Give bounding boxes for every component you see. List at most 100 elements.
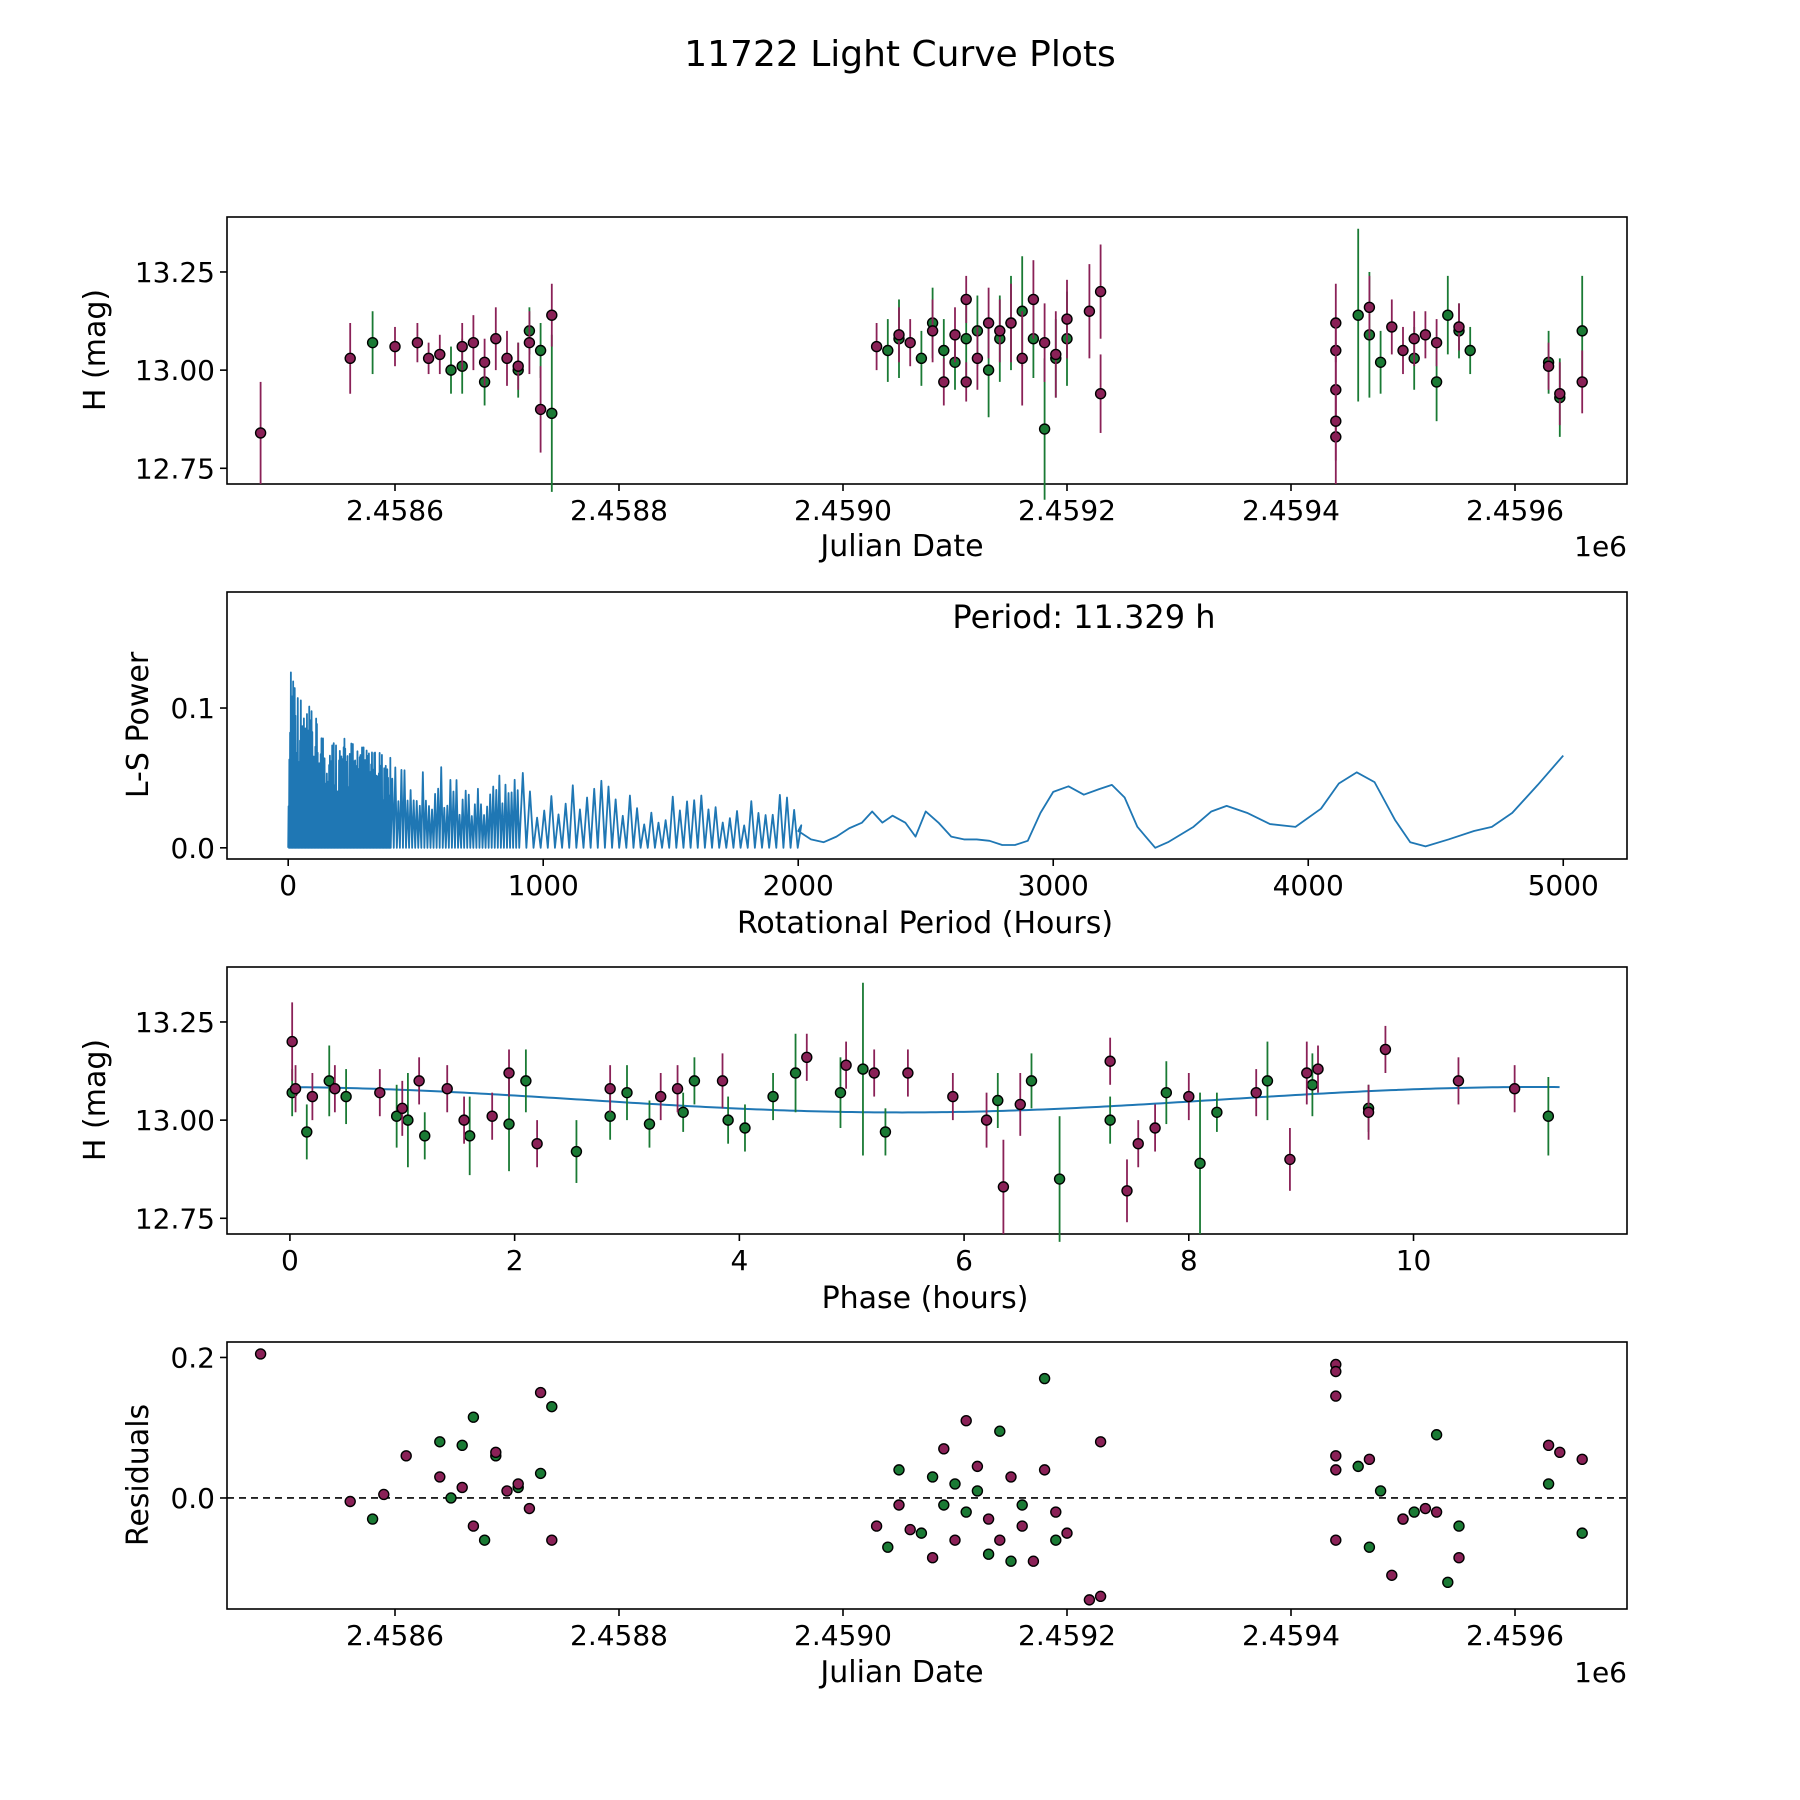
- phased-point-green: [402, 1114, 414, 1126]
- residuals-point-green: [926, 1471, 939, 1483]
- lightcurve-point-purple: [982, 317, 995, 329]
- periodogram-xtick-label: 4000: [1273, 869, 1344, 902]
- periodogram-panel: 0.0 0.1 0 1000 2000 3000 4000 5000 Period: 11.3…: [121, 591, 1628, 941]
- residuals-xtick-label: 2.4588: [570, 1619, 668, 1652]
- phased-point-purple: [329, 1083, 341, 1095]
- phased-point-green: [789, 1067, 802, 1079]
- residuals-offset-label: 1e6: [1574, 1656, 1627, 1689]
- lightcurve-point-purple: [1419, 329, 1432, 341]
- lightcurve-point-green: [445, 364, 457, 376]
- periodogram-ytick-label: 0.1: [170, 692, 215, 725]
- residuals-point-purple: [960, 1414, 972, 1427]
- lightcurve-point-purple: [523, 336, 536, 349]
- phased-point-purple: [1149, 1122, 1161, 1134]
- residuals-point-green: [1038, 1372, 1051, 1385]
- phased-point-purple: [289, 1083, 302, 1095]
- residuals-point-purple: [1576, 1453, 1588, 1466]
- phased-ylabel: H (mag): [78, 1039, 113, 1161]
- ls-power-line: [287, 671, 1564, 849]
- phased-point-purple: [458, 1114, 470, 1126]
- lightcurve-point-purple: [534, 403, 547, 416]
- residuals-point-purple: [254, 1348, 267, 1360]
- lightcurve-point-purple: [904, 336, 916, 349]
- residuals-point-purple: [490, 1446, 502, 1459]
- residuals-point-green: [1363, 1541, 1376, 1553]
- residuals-point-green: [994, 1425, 1006, 1437]
- phased-point-green: [688, 1075, 701, 1087]
- phased-point-purple: [1104, 1055, 1116, 1067]
- residuals-xtick-label: 2.4596: [1466, 1619, 1564, 1652]
- phased-point-purple: [396, 1102, 408, 1115]
- phased-xtick-label: 10: [1396, 1244, 1432, 1277]
- lightcurve-ylabel: H (mag): [78, 289, 113, 411]
- lightcurve-point-purple: [478, 356, 491, 368]
- residuals-point-purple: [434, 1471, 446, 1483]
- residuals-point-green: [971, 1485, 984, 1497]
- phased-point-purple: [1183, 1090, 1195, 1103]
- lightcurve-ytick-label: 13.25: [135, 256, 215, 289]
- residuals-point-green: [938, 1499, 950, 1511]
- lightcurve-point-green: [1576, 325, 1588, 337]
- phased-point-purple: [997, 1181, 1010, 1193]
- residuals-xtick-label: 2.4594: [1242, 1619, 1340, 1652]
- residuals-point-purple: [1083, 1594, 1096, 1606]
- residuals-point-purple: [1330, 1464, 1342, 1476]
- lightcurve-point-purple: [1542, 360, 1555, 372]
- lightcurve-point-purple: [1061, 313, 1073, 325]
- residuals-point-green: [1352, 1460, 1364, 1473]
- residuals-point-purple: [1397, 1513, 1409, 1525]
- periodogram-xtick-label: 2000: [763, 869, 834, 902]
- residuals-xtick-label: 2.4592: [1018, 1619, 1116, 1652]
- residuals-point-green: [1050, 1534, 1062, 1546]
- phased-point-green: [1261, 1075, 1274, 1087]
- lightcurve-point-purple: [960, 376, 972, 388]
- phased-point-purple: [503, 1067, 515, 1079]
- residuals-point-purple: [1386, 1569, 1398, 1581]
- residuals-point-purple: [1430, 1506, 1443, 1518]
- residuals-point-purple: [982, 1513, 995, 1525]
- phased-point-green: [520, 1075, 532, 1087]
- lightcurve-point-purple: [411, 336, 424, 349]
- lightcurve-point-purple: [893, 329, 905, 341]
- lightcurve-point-purple: [1453, 321, 1465, 333]
- residuals-point-green: [456, 1439, 468, 1451]
- phased-point-purple: [413, 1075, 425, 1087]
- phased-xtick-label: 4: [730, 1244, 748, 1277]
- lightcurve-xtick-label: 2.4596: [1466, 494, 1564, 527]
- phased-point-purple: [441, 1083, 453, 1095]
- phased-point-green: [767, 1090, 779, 1103]
- residuals-point-purple: [1050, 1506, 1062, 1518]
- phased-point-purple: [980, 1114, 993, 1126]
- phased-point-green: [340, 1090, 352, 1103]
- residuals-point-purple: [1038, 1464, 1051, 1476]
- residuals-ytick-label: 0.2: [170, 1341, 215, 1374]
- lightcurve-xtick-label: 2.4592: [1018, 494, 1116, 527]
- lightcurve-point-green: [1442, 309, 1454, 321]
- residuals-ytick-label: 0.0: [170, 1482, 215, 1515]
- lightcurve-point-purple: [926, 325, 939, 337]
- phased-point-green: [992, 1094, 1004, 1107]
- phased-point-purple: [655, 1090, 667, 1103]
- lightcurve-point-green: [1430, 376, 1443, 388]
- residuals-point-purple: [344, 1495, 356, 1508]
- lightcurve-point-purple: [1408, 333, 1420, 345]
- phased-point-purple: [1301, 1067, 1313, 1079]
- phased-point-purple: [486, 1110, 498, 1122]
- phased-point-purple: [1452, 1075, 1465, 1087]
- residuals-point-green: [478, 1534, 491, 1546]
- lightcurve-point-purple: [1330, 415, 1342, 427]
- residuals-point-green: [915, 1527, 928, 1539]
- residuals-point-purple: [926, 1552, 939, 1564]
- lightcurve-point-green: [1352, 309, 1364, 321]
- phased-point-purple: [531, 1137, 543, 1150]
- residuals-point-green: [1408, 1506, 1420, 1518]
- lightcurve-point-green: [546, 407, 558, 420]
- residuals-point-green: [1430, 1429, 1443, 1441]
- residuals-point-purple: [994, 1534, 1006, 1546]
- period-annotation: Period: 11.329 h: [952, 598, 1215, 636]
- periodogram-xtick-label: 0: [279, 869, 297, 902]
- residuals-point-green: [1542, 1478, 1555, 1490]
- lightcurve-point-green: [1464, 344, 1476, 357]
- lightcurve-point-green: [915, 352, 928, 365]
- phased-point-green: [1306, 1079, 1319, 1091]
